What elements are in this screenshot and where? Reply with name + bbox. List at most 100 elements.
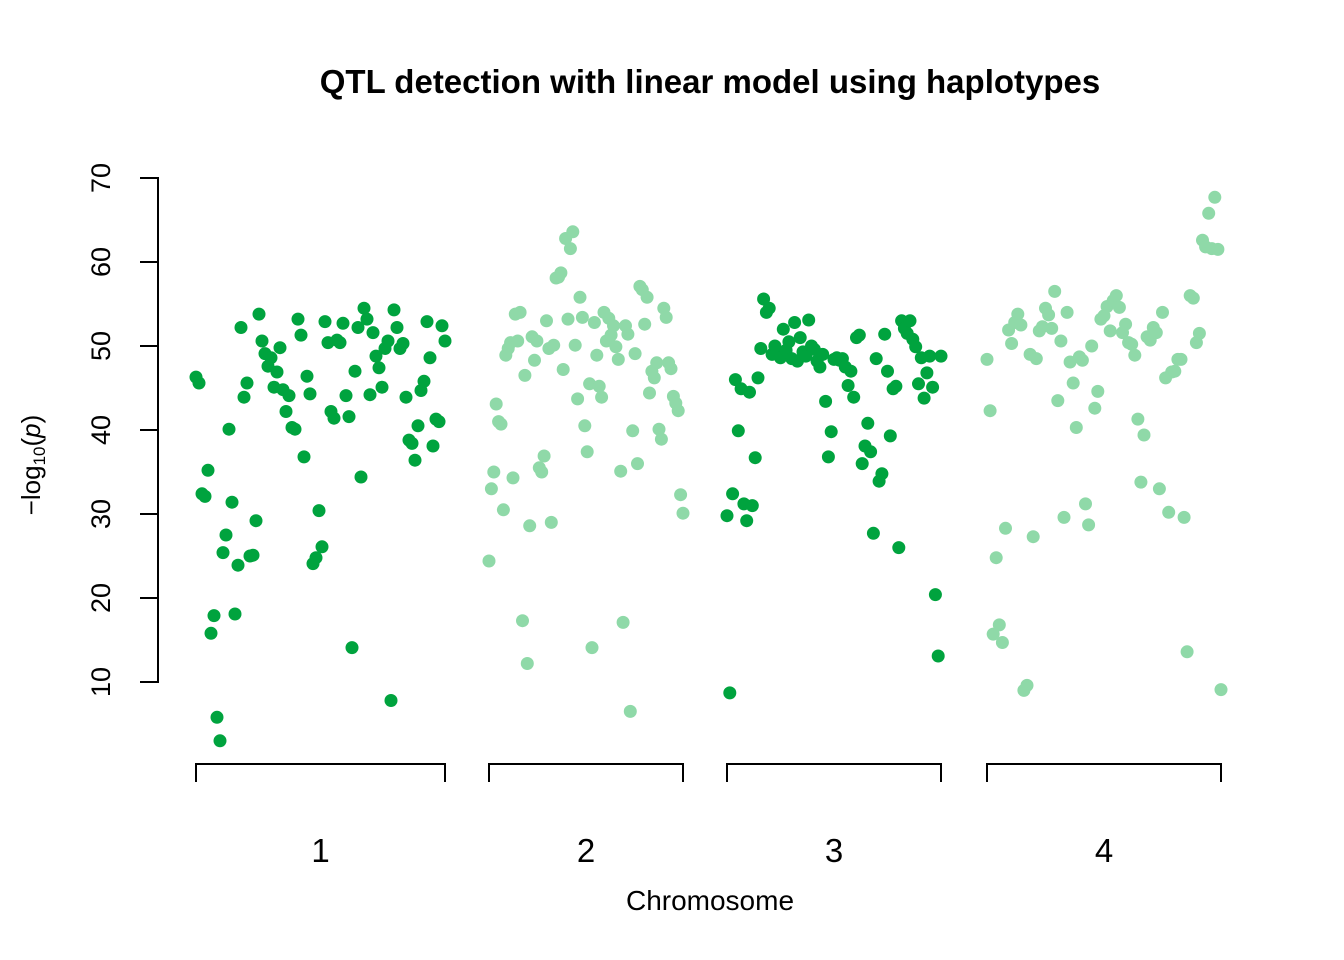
- chromosome-bracket: [195, 763, 446, 782]
- data-point: [516, 614, 529, 628]
- data-point: [726, 487, 740, 501]
- data-point: [369, 349, 383, 363]
- data-point: [881, 364, 894, 378]
- data-point: [611, 352, 625, 366]
- data-point: [270, 365, 284, 379]
- data-point: [671, 404, 685, 418]
- data-point: [631, 457, 644, 471]
- data-point: [1186, 291, 1200, 305]
- data-point: [216, 546, 230, 560]
- data-point: [528, 353, 541, 367]
- data-point: [861, 416, 875, 430]
- data-point: [1091, 384, 1105, 398]
- data-point: [989, 551, 1003, 565]
- data-point: [590, 348, 604, 362]
- data-point: [561, 312, 575, 326]
- data-point: [547, 338, 561, 352]
- data-point: [273, 341, 287, 355]
- data-point: [537, 449, 551, 463]
- data-point: [1211, 242, 1225, 256]
- data-point: [1125, 337, 1139, 351]
- data-point: [387, 303, 401, 317]
- data-point: [1048, 284, 1062, 298]
- data-point: [207, 609, 221, 623]
- data-point: [638, 317, 652, 331]
- data-point: [566, 225, 580, 239]
- y-tick-label: 30: [86, 499, 116, 529]
- data-point: [435, 319, 449, 333]
- data-point: [585, 641, 599, 655]
- y-axis-title-p: p: [16, 423, 46, 438]
- data-point: [384, 694, 398, 707]
- chromosome-label: 4: [1095, 832, 1113, 869]
- data-point: [494, 417, 508, 431]
- data-point: [931, 649, 945, 663]
- data-point: [1119, 317, 1133, 331]
- x-axis-title: Chromosome: [626, 885, 794, 916]
- data-point: [484, 482, 498, 496]
- data-point: [1180, 645, 1194, 659]
- data-point: [372, 361, 386, 375]
- data-point: [222, 422, 236, 436]
- data-point: [297, 450, 311, 464]
- y-tick-label: 70: [86, 163, 116, 193]
- data-point: [723, 686, 737, 700]
- data-point: [813, 360, 827, 374]
- data-point: [1079, 497, 1092, 511]
- chromosome-label: 1: [311, 832, 329, 869]
- data-point: [1029, 352, 1043, 366]
- data-point: [530, 334, 544, 348]
- data-point: [852, 328, 866, 342]
- data-point: [731, 424, 745, 438]
- data-point: [381, 334, 395, 348]
- data-point: [917, 391, 931, 405]
- data-point: [864, 445, 878, 459]
- data-point: [423, 351, 437, 365]
- data-point: [535, 465, 549, 479]
- data-point: [1011, 307, 1025, 321]
- y-tick-label: 60: [86, 247, 116, 277]
- data-point: [878, 327, 892, 341]
- data-point: [628, 347, 642, 361]
- data-point: [1208, 190, 1222, 204]
- data-point: [351, 321, 365, 334]
- data-point: [1109, 289, 1123, 303]
- data-point: [782, 335, 796, 349]
- data-point: [909, 340, 923, 354]
- data-point: [1020, 678, 1034, 692]
- data-point: [674, 488, 688, 502]
- data-point: [426, 439, 440, 453]
- chromosome-label: 3: [825, 832, 843, 869]
- data-point: [246, 548, 260, 562]
- data-point: [659, 310, 673, 324]
- data-point: [544, 515, 558, 529]
- data-point: [234, 321, 248, 334]
- data-point: [506, 471, 520, 485]
- chromosome-bracket: [488, 763, 684, 782]
- data-point: [1005, 337, 1019, 350]
- data-point: [1069, 421, 1083, 434]
- data-point: [309, 551, 323, 565]
- data-point: [903, 314, 917, 328]
- data-point: [1088, 401, 1102, 415]
- data-point: [291, 312, 305, 326]
- data-point: [580, 445, 594, 459]
- data-point: [802, 313, 816, 327]
- data-point: [720, 509, 734, 523]
- data-point: [1045, 321, 1059, 335]
- data-point: [411, 419, 425, 433]
- data-point: [513, 305, 527, 319]
- data-point: [420, 315, 434, 329]
- y-tick-label: 10: [86, 667, 116, 697]
- data-point: [201, 463, 215, 477]
- y-axis: 10 20 30 40 50 60 70: [86, 163, 159, 697]
- data-point: [1177, 510, 1191, 524]
- data-point: [1149, 326, 1163, 340]
- data-point: [225, 495, 239, 509]
- data-point: [1060, 305, 1074, 319]
- data-point: [743, 385, 756, 399]
- data-point: [1112, 300, 1126, 314]
- data-point: [595, 390, 609, 404]
- data-point: [643, 386, 656, 400]
- data-point: [1156, 305, 1169, 319]
